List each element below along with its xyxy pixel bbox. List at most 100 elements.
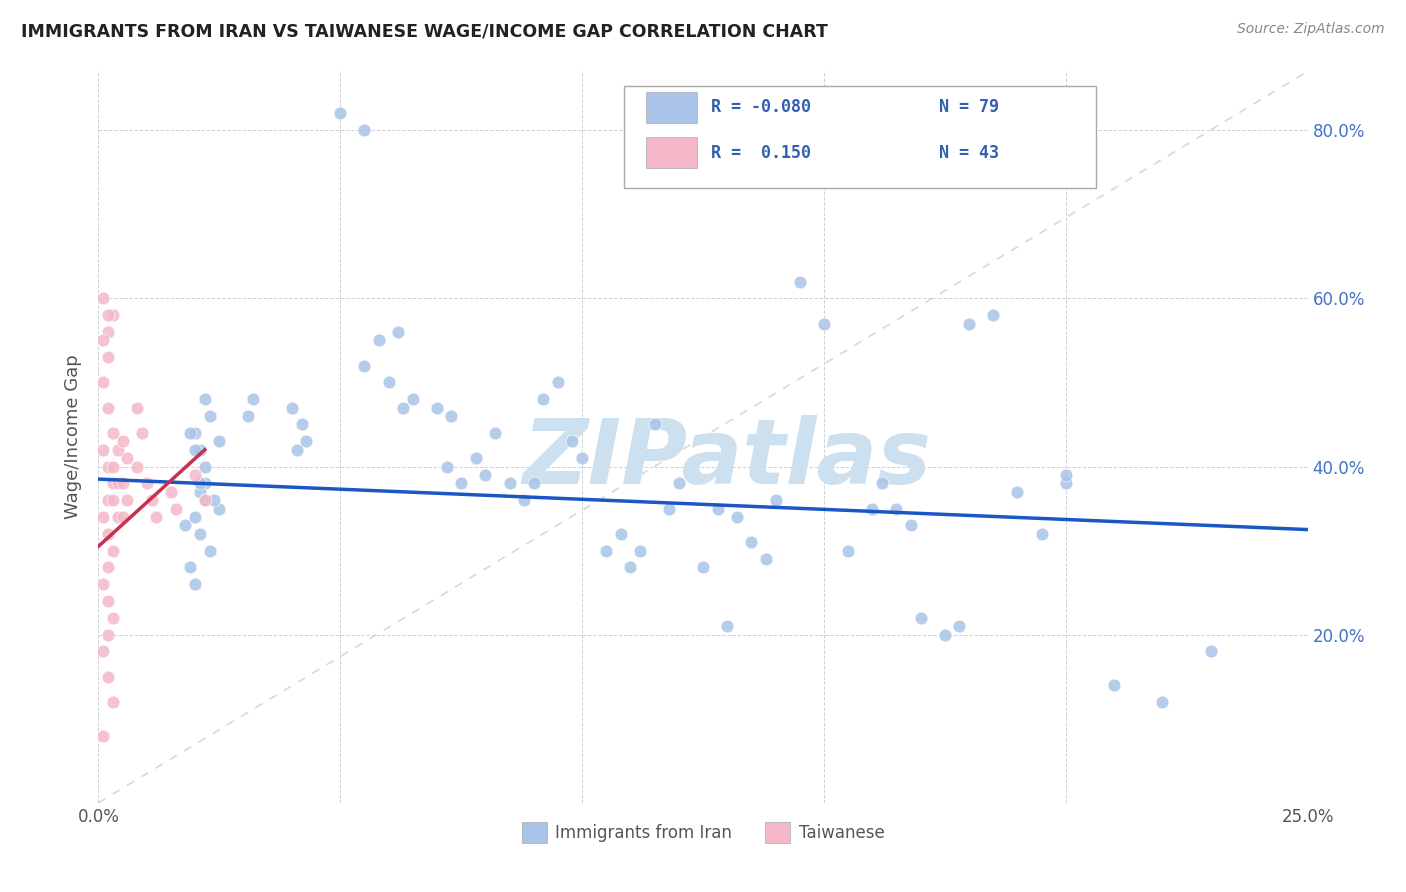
Point — [184, 467, 207, 482]
Point — [981, 308, 1004, 322]
Point — [194, 493, 217, 508]
Point — [1007, 484, 1029, 499]
Point — [91, 644, 114, 658]
Point — [1152, 695, 1174, 709]
Point — [91, 442, 114, 457]
Point — [91, 577, 114, 591]
Point — [870, 476, 893, 491]
Point — [97, 594, 120, 608]
Point — [957, 317, 980, 331]
Point — [198, 409, 221, 423]
Point — [740, 535, 762, 549]
Point — [765, 493, 787, 508]
Point — [101, 695, 124, 709]
Point — [934, 627, 956, 641]
Point — [610, 526, 633, 541]
Point — [184, 442, 207, 457]
Point — [127, 401, 149, 415]
Text: R =  0.150: R = 0.150 — [711, 144, 811, 161]
Point — [561, 434, 583, 449]
Text: ZIPatlas: ZIPatlas — [523, 415, 932, 503]
Point — [789, 275, 811, 289]
Point — [111, 434, 134, 449]
Point — [91, 729, 114, 743]
Point — [111, 510, 134, 524]
Point — [101, 459, 124, 474]
Point — [755, 552, 778, 566]
Point — [644, 417, 666, 432]
Point — [692, 560, 714, 574]
Point — [101, 476, 124, 491]
Point — [353, 359, 375, 373]
Point — [900, 518, 922, 533]
Point — [188, 442, 211, 457]
Point — [107, 442, 129, 457]
Point — [97, 670, 120, 684]
Point — [97, 401, 120, 415]
Point — [295, 434, 318, 449]
Point — [117, 493, 139, 508]
Point — [188, 526, 211, 541]
Point — [97, 526, 120, 541]
Point — [194, 493, 217, 508]
Point — [377, 376, 399, 390]
Point — [101, 543, 124, 558]
Point — [242, 392, 264, 407]
Text: IMMIGRANTS FROM IRAN VS TAIWANESE WAGE/INCOME GAP CORRELATION CHART: IMMIGRANTS FROM IRAN VS TAIWANESE WAGE/I… — [21, 22, 828, 40]
Point — [97, 560, 120, 574]
Point — [571, 451, 593, 466]
Point — [668, 476, 690, 491]
Point — [860, 501, 883, 516]
Point — [107, 510, 129, 524]
Point — [160, 484, 183, 499]
Point — [91, 334, 114, 348]
Point — [194, 459, 217, 474]
Point — [837, 543, 859, 558]
Point — [1199, 644, 1222, 658]
Point — [628, 543, 651, 558]
Point — [238, 409, 260, 423]
Point — [281, 401, 304, 415]
Point — [97, 325, 120, 339]
Point — [174, 518, 197, 533]
Point — [595, 543, 617, 558]
Point — [208, 434, 231, 449]
Point — [204, 493, 226, 508]
Point — [426, 401, 449, 415]
Point — [101, 308, 124, 322]
Point — [184, 425, 207, 440]
Point — [179, 560, 201, 574]
Point — [368, 334, 391, 348]
Point — [97, 627, 120, 641]
FancyBboxPatch shape — [647, 92, 697, 122]
Point — [813, 317, 835, 331]
Point — [392, 401, 415, 415]
Point — [484, 425, 506, 440]
Point — [531, 392, 554, 407]
Point — [101, 425, 124, 440]
Point — [188, 476, 211, 491]
Point — [91, 510, 114, 524]
Point — [716, 619, 738, 633]
Point — [725, 510, 748, 524]
Point — [194, 476, 217, 491]
Point — [523, 476, 546, 491]
Point — [402, 392, 425, 407]
Point — [97, 459, 120, 474]
Text: Source: ZipAtlas.com: Source: ZipAtlas.com — [1237, 22, 1385, 37]
Point — [165, 501, 187, 516]
Point — [706, 501, 728, 516]
Point — [436, 459, 458, 474]
Text: R = -0.080: R = -0.080 — [711, 98, 811, 116]
Point — [1102, 678, 1125, 692]
Point — [101, 493, 124, 508]
Point — [450, 476, 472, 491]
Point — [97, 493, 120, 508]
Point — [658, 501, 681, 516]
Point — [97, 308, 120, 322]
Point — [440, 409, 463, 423]
Point — [145, 510, 167, 524]
Point — [285, 442, 308, 457]
Point — [513, 493, 536, 508]
Point — [290, 417, 312, 432]
